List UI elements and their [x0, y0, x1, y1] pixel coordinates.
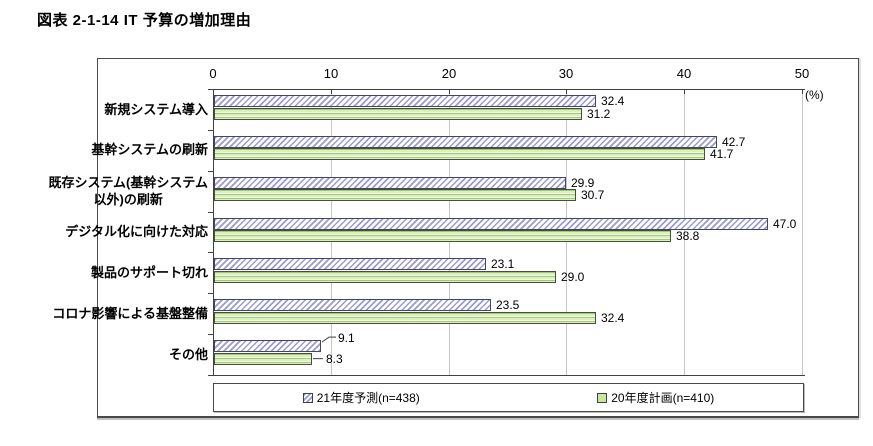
legend-entry-20-plan: 20年度計画(n=410) — [509, 389, 804, 406]
bar-21-forecast — [214, 217, 768, 230]
bar-20-plan — [214, 352, 312, 365]
x-axis-tick — [449, 89, 450, 94]
x-axis-tick-label: 50 — [794, 66, 810, 81]
legend-marker-green-icon — [597, 392, 608, 403]
x-axis-tick-label: 40 — [676, 66, 692, 81]
legend-label: 20年度計画(n=410) — [611, 391, 715, 405]
bar-20-plan — [214, 311, 596, 324]
bar-value-label: 38.8 — [676, 229, 700, 244]
category-label: 新規システム導入 — [22, 89, 208, 130]
plot-bottom-line — [213, 375, 805, 376]
category-label-text: コロナ影響による基盤整備 — [52, 305, 208, 321]
bar-value-label: 23.1 — [491, 257, 515, 272]
category-tick — [208, 252, 213, 253]
gridline — [684, 89, 685, 375]
bar-21-forecast — [214, 299, 491, 312]
x-axis-tick — [566, 89, 567, 94]
bar-value-label: 9.1 — [338, 331, 355, 346]
legend: 21年度予測(n=438) 20年度計画(n=410) — [213, 383, 804, 412]
bar-21-forecast — [214, 95, 596, 107]
bar-20-plan — [214, 230, 671, 243]
category-label: コロナ影響による基盤整備 — [22, 293, 208, 334]
x-axis-tick-label: 20 — [441, 66, 457, 81]
x-axis-tick-label: 10 — [323, 66, 339, 81]
bar-value-label: 41.7 — [710, 147, 734, 162]
gridline — [802, 89, 803, 375]
y-axis-line — [213, 89, 214, 375]
legend-label: 21年度予測(n=438) — [316, 391, 420, 405]
category-label-text: その他 — [168, 346, 208, 362]
x-axis-tick-label: 0 — [209, 66, 217, 81]
category-label: その他 — [22, 334, 208, 375]
category-tick — [208, 293, 213, 294]
x-axis-tick-label: 30 — [558, 66, 574, 81]
bar-20-plan — [214, 148, 705, 161]
x-axis-line — [213, 89, 805, 90]
category-tick — [208, 212, 213, 213]
bar-value-label: 32.4 — [601, 94, 625, 108]
bar-value-label: 47.0 — [773, 216, 797, 231]
category-label-text: 新規システム導入 — [104, 101, 208, 117]
category-tick — [208, 130, 213, 131]
bar-21-forecast — [214, 135, 717, 148]
axis-unit-label: (%) — [805, 88, 824, 102]
category-tick — [208, 171, 213, 172]
x-axis-tick — [684, 89, 685, 94]
category-label: 既存システム(基幹システム 以外)の刷新 — [22, 171, 208, 212]
bar-20-plan — [214, 107, 582, 120]
category-label: デジタル化に向けた対応 — [22, 212, 208, 253]
legend-marker-hatched-icon — [302, 392, 313, 403]
bar-value-label: 32.4 — [601, 310, 625, 325]
category-label-text: 製品のサポート切れ — [90, 265, 208, 281]
bar-value-label: 29.9 — [571, 175, 595, 190]
bar-value-label: 8.3 — [326, 351, 343, 366]
bar-21-forecast — [214, 340, 321, 353]
x-axis-tick — [331, 89, 332, 94]
bar-value-label: 23.5 — [496, 298, 520, 313]
category-label: 製品のサポート切れ — [22, 252, 208, 293]
bar-value-label: 30.7 — [581, 188, 605, 203]
legend-entry-21-forecast: 21年度予測(n=438) — [214, 389, 509, 406]
bar-21-forecast — [214, 258, 486, 271]
category-tick — [208, 334, 213, 335]
category-label-text: 基幹システムの刷新 — [91, 142, 208, 158]
bar-value-label: 29.0 — [561, 269, 585, 284]
figure-title: 図表 2-1-14 IT 予算の増加理由 — [37, 12, 252, 29]
bar-value-label: 42.7 — [722, 134, 746, 149]
category-label-text: デジタル化に向けた対応 — [65, 224, 208, 240]
bar-20-plan — [214, 270, 556, 283]
x-axis-tick — [802, 89, 803, 94]
bar-value-label: 31.2 — [587, 106, 611, 121]
category-label-text: 既存システム(基幹システム 以外)の刷新 — [48, 174, 208, 208]
value-leader-line — [321, 336, 336, 343]
category-tick — [208, 89, 213, 90]
category-label: 基幹システムの刷新 — [22, 130, 208, 171]
bar-20-plan — [214, 189, 576, 202]
category-tick — [208, 375, 213, 376]
bar-21-forecast — [214, 176, 566, 189]
